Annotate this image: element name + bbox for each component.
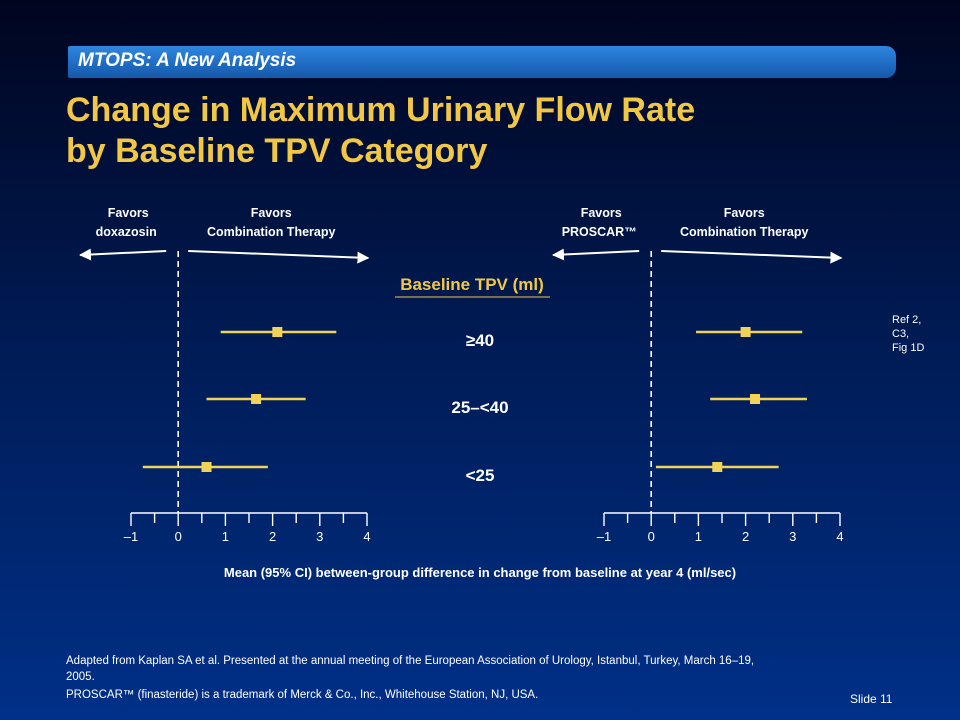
x-tick-label: 4	[363, 529, 370, 544]
x-tick-label: 1	[222, 529, 229, 544]
citation-line-2: 2005.	[66, 671, 95, 683]
citation-line-1: Adapted from Kaplan SA et al. Presented …	[66, 655, 755, 667]
slide-number: Slide 11	[850, 692, 893, 706]
favors-right-arrow	[188, 250, 370, 264]
favors-right-label: Favors	[724, 206, 765, 220]
x-tick-label: 3	[789, 529, 796, 544]
x-tick-label: 3	[316, 529, 323, 544]
favors-left-label: PROSCAR™	[562, 225, 637, 239]
favors-left-label: doxazosin	[96, 225, 157, 239]
point-estimate-marker	[201, 462, 212, 472]
favors-left-label: Favors	[581, 206, 622, 220]
ref-line: C3,	[892, 328, 910, 340]
category-label: 25–<40	[451, 398, 508, 417]
x-tick-label: 4	[836, 529, 843, 544]
x-tick-label: 1	[695, 529, 702, 544]
x-tick-label: 0	[175, 529, 182, 544]
x-tick-label: 2	[269, 529, 276, 544]
favors-left-arrow	[552, 248, 640, 261]
point-estimate-marker	[712, 462, 723, 472]
x-tick-label: –1	[124, 529, 138, 544]
x-axis-label: Mean (95% CI) between-group difference i…	[224, 565, 736, 580]
point-estimate-marker	[272, 327, 283, 337]
category-label: ≥40	[466, 331, 494, 350]
baseline-tpv-heading: Baseline TPV (ml)	[400, 275, 544, 294]
favors-right-label: Combination Therapy	[207, 225, 336, 239]
slide-title: Change in Maximum Urinary Flow Rate by B…	[66, 90, 886, 172]
favors-left-arrow	[79, 248, 167, 261]
title-line-1: Change in Maximum Urinary Flow Rate	[66, 91, 696, 129]
title-line-2: by Baseline TPV Category	[66, 132, 488, 170]
trademark-note: PROSCAR™ (finasteride) is a trademark of…	[66, 689, 539, 701]
favors-right-label: Favors	[251, 206, 292, 220]
ref-line: Ref 2,	[892, 314, 922, 326]
x-tick-label: 0	[648, 529, 655, 544]
point-estimate-marker	[740, 327, 751, 337]
point-estimate-marker	[750, 394, 761, 404]
x-tick-label: 2	[742, 529, 749, 544]
banner-label: MTOPS: A New Analysis	[78, 50, 297, 71]
point-estimate-marker	[251, 394, 262, 404]
favors-right-arrow	[661, 250, 843, 264]
ref-line: Fig 1D	[892, 342, 925, 354]
section-banner: MTOPS: A New Analysis	[68, 46, 896, 78]
favors-right-label: Combination Therapy	[680, 225, 809, 239]
x-tick-label: –1	[597, 529, 611, 544]
category-label: <25	[466, 466, 495, 485]
reference-note: Ref 2, C3, Fig 1D	[892, 313, 924, 355]
favors-left-label: Favors	[108, 206, 149, 220]
